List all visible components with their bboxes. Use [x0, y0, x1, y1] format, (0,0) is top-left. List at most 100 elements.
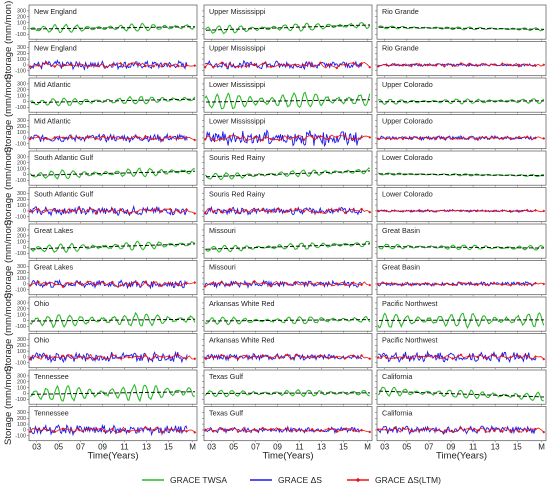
- y-tick-label: 0: [23, 391, 26, 397]
- panel-frame: [28, 4, 198, 40]
- y-tick-label: 200: [17, 124, 26, 130]
- ltm-marker: [253, 427, 256, 431]
- ltm-marker: [220, 61, 223, 65]
- panel-rio-grande-ds: Rio Grande: [375, 41, 547, 78]
- ltm-marker: [185, 207, 188, 211]
- twsa-line: [204, 316, 371, 326]
- panel-souris-red-rainy-ds: Souris Red Rainy: [202, 187, 373, 224]
- twsa-line: [377, 386, 544, 402]
- ltm-marker: [220, 210, 223, 214]
- ltm-marker: [244, 208, 248, 212]
- panel-great-basin-twsa: Great Basin: [375, 223, 547, 260]
- ltm-marker: [451, 357, 455, 360]
- x-tick-label: 15: [164, 443, 173, 452]
- y-tick-label: 300: [17, 301, 26, 307]
- ltm-marker: [69, 354, 73, 358]
- region-label: California: [382, 372, 412, 381]
- ltm-marker: [36, 280, 40, 284]
- ltm-marker: [484, 283, 488, 287]
- ltm-marker: [327, 137, 331, 141]
- ltm-marker: [343, 427, 347, 431]
- ltm-marker: [327, 63, 331, 66]
- ltm-marker: [418, 137, 421, 141]
- region-label: South Atlantic Gulf: [34, 190, 93, 199]
- ltm-marker: [286, 136, 289, 140]
- legend-entry: GRACE TWSA: [142, 475, 227, 485]
- region-label: Ohio: [34, 336, 49, 345]
- y-tick-label: 0: [23, 136, 26, 142]
- ltm-marker: [294, 353, 298, 357]
- panel-arkansas-white-red-twsa: Arkansas White Red: [202, 296, 373, 333]
- ltm-marker: [253, 354, 256, 358]
- ltm-marker: [168, 207, 172, 211]
- ltm-marker: [236, 282, 240, 286]
- ltm-marker: [434, 210, 438, 213]
- ltm-marker: [253, 280, 256, 283]
- x-tick-label: 11: [120, 443, 129, 452]
- ltm-marker: [94, 428, 98, 432]
- panel-great-basin-ds: Great Basin: [375, 260, 547, 297]
- ltm-marker: [86, 280, 90, 284]
- ltm-marker: [160, 138, 164, 142]
- ltm-marker: [534, 64, 537, 68]
- ltm-marker: [86, 135, 90, 139]
- ltm-marker: [376, 356, 380, 359]
- ltm-marker: [152, 209, 156, 212]
- y-tick-label: 100: [17, 422, 26, 428]
- ltm-marker: [185, 63, 188, 67]
- ltm-marker: [28, 357, 32, 361]
- x-tick-label: 13: [491, 443, 500, 452]
- ltm-marker: [143, 208, 147, 212]
- ltm-marker: [203, 428, 207, 432]
- y-axis-label: Storage (mm/mon): [3, 74, 14, 153]
- y-tick-label: 100: [17, 93, 26, 99]
- ltm-marker: [53, 136, 57, 139]
- x-tick-label: M: [538, 443, 545, 452]
- ltm-marker: [393, 137, 397, 140]
- ltm-marker: [442, 64, 446, 68]
- ltm-marker: [102, 356, 106, 359]
- ltm-marker: [228, 428, 232, 432]
- ltm-marker: [111, 280, 114, 284]
- y-tick-label: 300: [17, 191, 26, 197]
- ltm-marker: [525, 208, 529, 212]
- panel-frame: [203, 296, 373, 332]
- ltm-marker: [294, 280, 298, 284]
- ltm-marker: [211, 210, 215, 214]
- ltm-marker: [351, 208, 355, 212]
- ltm-marker: [534, 208, 537, 212]
- ltm-marker: [119, 62, 123, 65]
- ltm-marker: [401, 210, 405, 213]
- legend-marker: [355, 477, 361, 483]
- panel-frame: [28, 406, 198, 442]
- ltm-marker: [368, 135, 372, 139]
- ltm-marker: [127, 137, 131, 141]
- ltm-marker: [310, 355, 314, 359]
- trend-line: [205, 243, 371, 250]
- ltm-marker: [360, 354, 363, 357]
- ltm-marker: [28, 284, 32, 287]
- ltm-marker: [368, 210, 372, 214]
- y-tick-label: 100: [17, 239, 26, 245]
- ltm-marker: [484, 63, 488, 66]
- ltm-marker: [517, 210, 521, 213]
- ltm-marker: [277, 208, 281, 211]
- panel-frame: [28, 41, 198, 77]
- panel-frame: [203, 406, 373, 442]
- x-tick-label: 03: [32, 443, 41, 452]
- y-tick-label: 200: [17, 161, 26, 167]
- ltm-marker: [401, 356, 405, 360]
- panel-frame: [203, 369, 373, 405]
- ltm-marker: [135, 355, 139, 358]
- region-label: Mid Atlantic: [34, 80, 71, 89]
- ltm-marker: [53, 208, 57, 212]
- ltm-marker: [442, 209, 446, 212]
- panel-frame: [203, 150, 373, 186]
- ltm-marker: [401, 426, 405, 430]
- panel-frame: [28, 260, 198, 296]
